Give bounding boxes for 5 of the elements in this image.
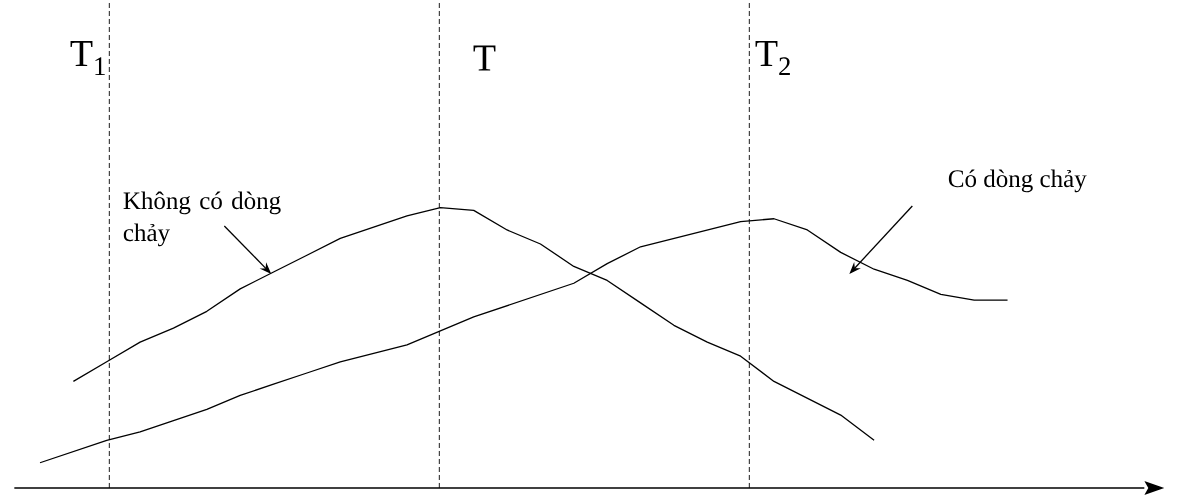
annotation: Không có dòng chảy (123, 191, 281, 247)
text: T (473, 45, 496, 71)
text: T$_{1}$ (70, 41, 105, 75)
text: T$_{2}$ (755, 41, 790, 75)
text: Có dòng chảy (948, 169, 1087, 193)
